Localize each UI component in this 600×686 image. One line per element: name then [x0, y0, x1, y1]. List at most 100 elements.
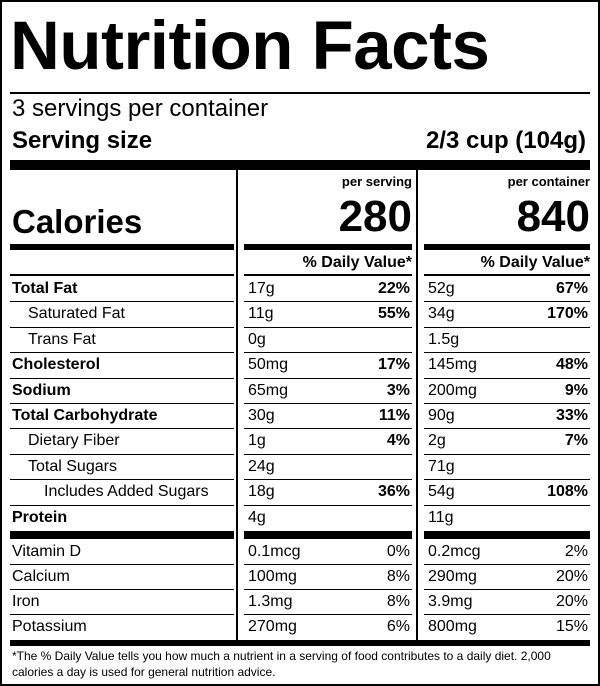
vitamin-thick-divider-mid: [244, 531, 412, 539]
row-divider-left: [10, 589, 234, 590]
serving-daily-value: 4%: [386, 432, 410, 450]
nutrient-name: Calcium: [12, 568, 70, 585]
row-divider-right: [424, 403, 590, 404]
row-divider-mid: [244, 326, 412, 328]
container-daily-value: 15%: [555, 618, 588, 635]
row-divider-right: [424, 589, 590, 590]
row-divider-left: [10, 326, 234, 328]
row-divider-right: [424, 326, 590, 328]
nutrient-name: Protein: [12, 508, 68, 526]
serving-amount: 1g: [248, 432, 266, 450]
container-amount: 54g: [428, 483, 455, 501]
daily-value-header-serving: % Daily Value*: [302, 254, 412, 271]
container-amount: 0.2mcg: [428, 543, 481, 560]
row-divider-right: [424, 377, 590, 379]
serving-amount: 0g: [248, 330, 266, 348]
row-divider-left: [10, 614, 234, 615]
serving-amount: 11g: [248, 305, 274, 323]
row-divider-left: [10, 352, 234, 354]
container-amount: 71g: [428, 457, 455, 475]
row-divider-right: [424, 428, 590, 430]
nutrient-name: Cholesterol: [12, 356, 101, 374]
container-daily-value: 9%: [564, 381, 588, 399]
container-amount: 52g: [428, 280, 455, 297]
column-divider-1: [236, 170, 238, 640]
nutrient-name: Dietary Fiber: [28, 432, 120, 450]
container-daily-value: 170%: [547, 305, 588, 323]
serving-amount: 65mg: [248, 381, 289, 399]
serving-amount: 1.3mg: [248, 593, 293, 610]
serving-daily-value: 17%: [377, 356, 410, 374]
row-divider-left: [10, 479, 234, 481]
container-amount: 2g: [428, 432, 446, 450]
container-amount: 200mg: [428, 381, 477, 399]
serving-size-value: 2/3 cup (104g): [425, 127, 586, 154]
nutrient-name: Trans Fat: [28, 330, 96, 348]
row-divider-left: [10, 403, 234, 404]
container-daily-value: 7%: [564, 432, 588, 450]
dv-divider-mid: [244, 274, 412, 276]
column-divider-2: [416, 170, 418, 640]
footnote-divider: [10, 640, 590, 646]
nutrient-name: Potassium: [12, 618, 87, 635]
row-divider-mid: [244, 403, 412, 404]
calories-per-container: 840: [516, 192, 590, 241]
row-divider-mid: [244, 301, 412, 303]
nutrient-name: Vitamin D: [12, 543, 82, 560]
daily-value-header-container: % Daily Value*: [480, 254, 590, 271]
row-divider-right: [424, 614, 590, 615]
title-divider: [10, 92, 590, 94]
serving-daily-value: 8%: [386, 568, 410, 585]
row-divider-right: [424, 479, 590, 481]
row-divider-right: [424, 504, 590, 506]
row-divider-right: [424, 301, 590, 303]
container-daily-value: 2%: [564, 543, 588, 560]
row-divider-mid: [244, 479, 412, 481]
serving-amount: 270mg: [248, 618, 297, 635]
calories-per-serving: 280: [338, 192, 412, 241]
container-amount: 90g: [428, 407, 455, 424]
serving-amount: 17g: [248, 280, 275, 297]
serving-amount: 18g: [248, 483, 275, 501]
dv-divider-left: [10, 274, 234, 276]
container-amount: 800mg: [428, 618, 477, 635]
row-divider-left: [10, 504, 234, 506]
serving-thick-divider: [10, 160, 590, 170]
container-amount: 145mg: [428, 356, 477, 374]
serving-amount: 50mg: [248, 356, 289, 374]
nutrient-name: Iron: [12, 593, 40, 610]
row-divider-mid: [244, 428, 412, 430]
container-daily-value: 48%: [555, 356, 588, 374]
calories-divider-mid: [244, 244, 412, 250]
nutrient-name: Total Carbohydrate: [12, 407, 158, 424]
row-divider-right: [424, 453, 590, 455]
row-divider-left: [10, 377, 234, 379]
row-divider-mid: [244, 564, 412, 565]
serving-amount: 4g: [248, 508, 266, 526]
nutrient-name: Total Fat: [12, 280, 78, 297]
serving-amount: 30g: [248, 407, 275, 424]
calories-divider-left: [10, 244, 234, 250]
servings-per-container: 3 servings per container: [12, 95, 269, 122]
vitamin-thick-divider-left: [10, 531, 234, 539]
nutrient-name: Includes Added Sugars: [44, 483, 209, 501]
serving-amount: 24g: [248, 457, 275, 475]
row-divider-mid: [244, 614, 412, 615]
serving-amount: 0.1mcg: [248, 543, 301, 560]
row-divider-left: [10, 564, 234, 565]
row-divider-left: [10, 428, 234, 430]
vitamin-thick-divider-right: [424, 531, 590, 539]
container-amount: 34g: [428, 305, 455, 323]
label-title: Nutrition Facts: [10, 7, 490, 84]
daily-value-footnote: *The % Daily Value tells you how much a …: [12, 649, 551, 679]
calories-label: Calories: [12, 203, 143, 240]
container-amount: 1.5g: [428, 330, 460, 348]
serving-daily-value: 22%: [377, 280, 410, 297]
container-amount: 11g: [428, 508, 454, 526]
container-daily-value: 67%: [555, 280, 588, 297]
serving-daily-value: 6%: [386, 618, 410, 635]
per-serving-header: per serving: [341, 174, 412, 189]
container-daily-value: 20%: [555, 568, 588, 585]
row-divider-right: [424, 564, 590, 565]
